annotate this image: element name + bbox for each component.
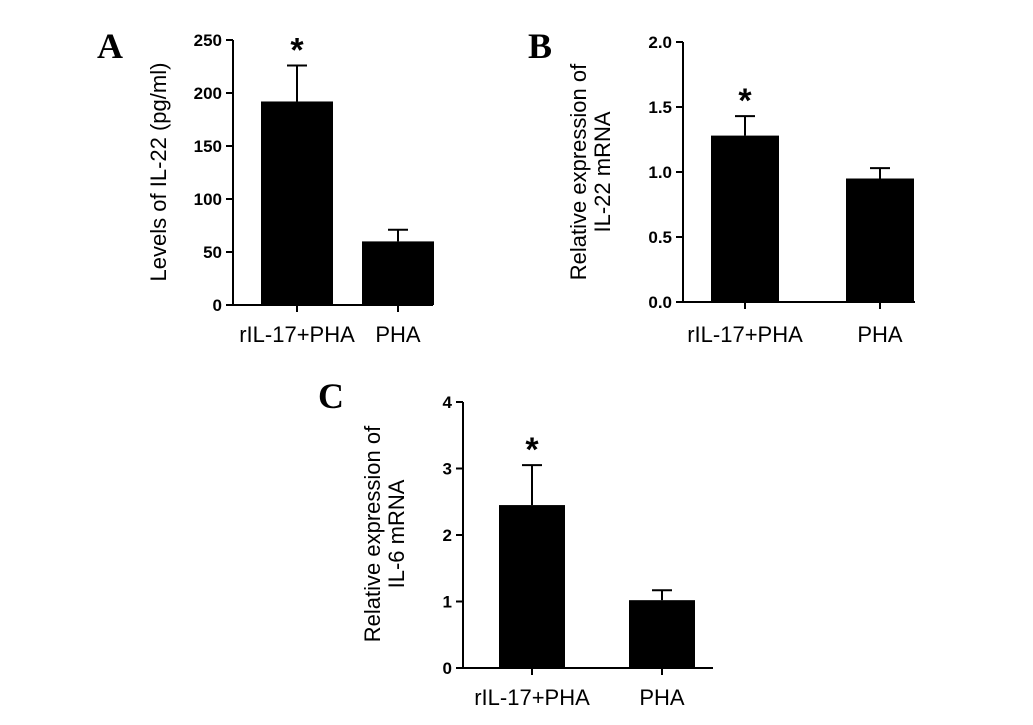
y-tick-label: 1 — [443, 593, 452, 612]
x-tick-label: rIL-17+PHA — [239, 322, 355, 347]
y-tick-label: 0 — [443, 659, 452, 678]
y-tick-label: 250 — [194, 31, 222, 50]
significance-star: * — [290, 31, 304, 69]
y-tick-label: 1.0 — [648, 163, 672, 182]
panel-letter: B — [528, 26, 552, 66]
x-tick-label: rIL-17+PHA — [687, 322, 803, 347]
y-tick-label: 2.0 — [648, 33, 672, 52]
y-tick-label: 4 — [443, 393, 453, 412]
panel-b: B 0.0 0.5 1.0 1.5 2.0 Relative expression ofIL… — [528, 26, 915, 347]
y-tick-label: 3 — [443, 460, 452, 479]
panel-letter: C — [318, 376, 344, 416]
x-tick-label: PHA — [639, 685, 685, 710]
bar — [362, 241, 434, 305]
x-tick-label: rIL-17+PHA — [474, 685, 590, 710]
y-axis-title-line: Levels of IL-22 (pg/ml) — [146, 63, 171, 282]
bar — [846, 178, 914, 302]
y-axis-title-line: Relative expression of — [360, 425, 385, 642]
x-tick-label: PHA — [857, 322, 903, 347]
y-axis-title: Relative expression ofIL-6 mRNA — [360, 425, 409, 642]
y-axis-title-line: Relative expression of — [566, 63, 591, 280]
y-axis-title: Relative expression ofIL-22 mRNA — [566, 63, 615, 280]
y-tick-label: 100 — [194, 190, 222, 209]
y-axis-title-line: IL-22 mRNA — [590, 111, 615, 232]
bar — [711, 135, 779, 302]
y-tick-label: 150 — [194, 137, 222, 156]
panel-a: A 0 50 100 150 200 250 Levels of IL-22 (pg/ml) r… — [97, 26, 434, 347]
y-tick-label: 2 — [443, 526, 452, 545]
significance-star: * — [738, 82, 752, 120]
y-tick-label: 1.5 — [648, 98, 672, 117]
y-tick-label: 0.5 — [648, 228, 672, 247]
y-axis-title: Levels of IL-22 (pg/ml) — [146, 63, 171, 282]
x-tick-label: PHA — [375, 322, 421, 347]
panel-c: C 0 1 2 3 4 Relative expression ofIL-6 mRNA rIL… — [318, 376, 713, 710]
bar — [499, 505, 565, 668]
bar — [261, 101, 333, 305]
panel-letter: A — [97, 26, 123, 66]
y-tick-label: 50 — [203, 243, 222, 262]
y-tick-label: 0.0 — [648, 293, 672, 312]
y-tick-label: 0 — [213, 296, 222, 315]
y-tick-label: 200 — [194, 84, 222, 103]
bar — [629, 600, 695, 668]
y-axis-title-line: IL-6 mRNA — [384, 479, 409, 588]
significance-star: * — [525, 431, 539, 469]
